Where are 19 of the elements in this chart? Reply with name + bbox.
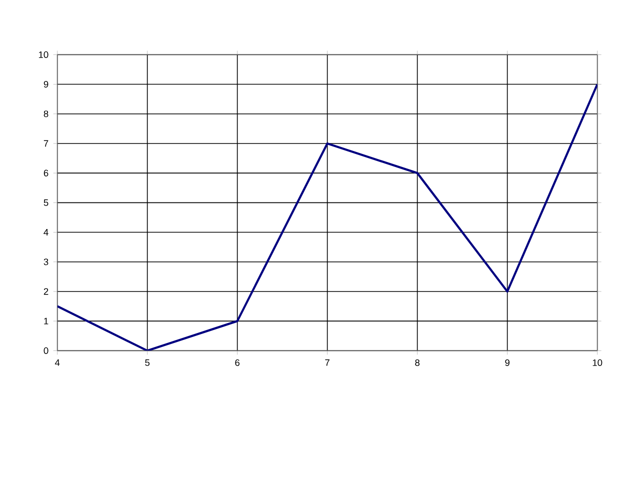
y-tick-label: 1 xyxy=(44,318,48,324)
x-tick-label: 4 xyxy=(54,359,60,366)
x-tick-label: 6 xyxy=(235,359,240,366)
y-tick-label: 10 xyxy=(38,51,48,58)
y-tick-label: 7 xyxy=(44,140,48,147)
y-tick-label: 9 xyxy=(44,80,48,88)
x-tick-label: 10 xyxy=(592,359,602,366)
y-tick-label: 5 xyxy=(44,199,48,206)
x-tick-label: 8 xyxy=(415,359,420,366)
x-tick-label: 9 xyxy=(505,359,510,366)
y-tick-label: 8 xyxy=(44,110,48,118)
y-tick-label: 2 xyxy=(44,288,48,295)
y-tick-label: 0 xyxy=(44,347,48,354)
x-tick-label: 7 xyxy=(325,359,330,366)
y-tick-label: 6 xyxy=(44,170,48,176)
line-series xyxy=(57,83,598,351)
y-tick-label: 3 xyxy=(44,258,48,266)
y-tick-label: 4 xyxy=(44,229,48,236)
x-tick-label: 5 xyxy=(145,359,150,366)
